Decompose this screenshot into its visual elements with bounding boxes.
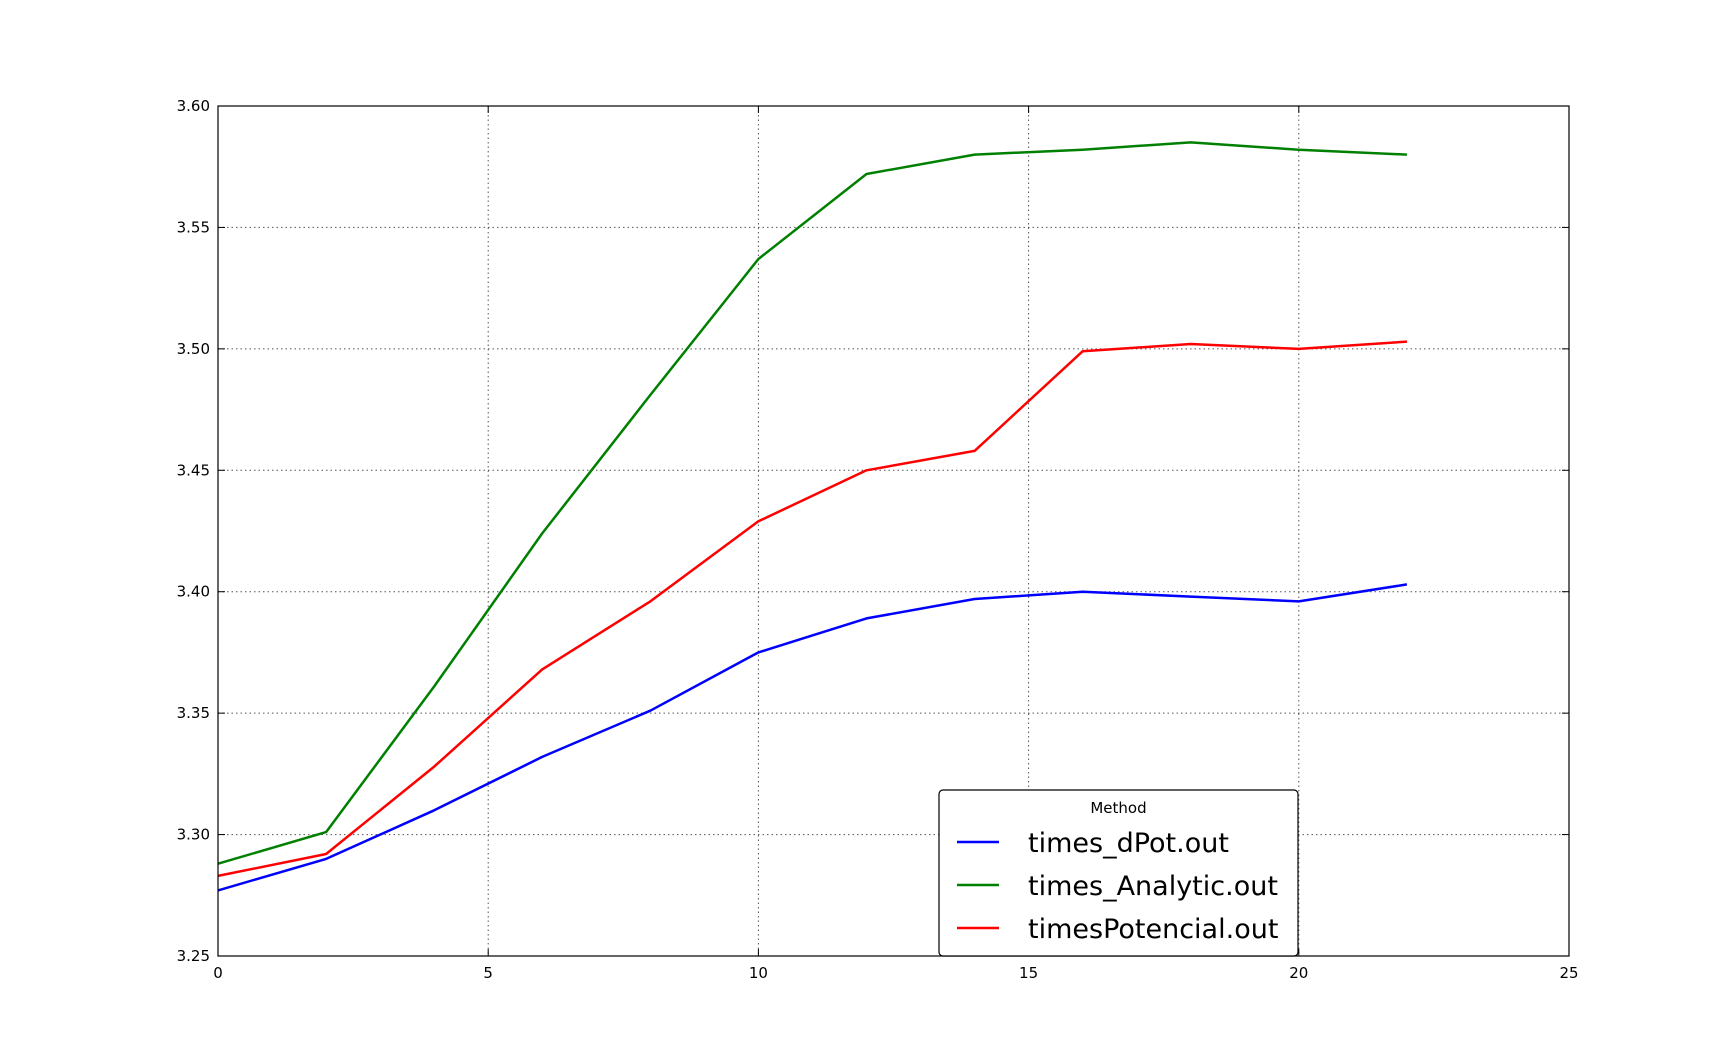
legend-title: Method xyxy=(1090,799,1146,817)
grid-lines xyxy=(218,106,1569,956)
x-tick-label: 20 xyxy=(1289,964,1308,982)
plot-area-frame xyxy=(217,105,1570,957)
y-tick-label: 3.40 xyxy=(177,583,210,601)
axis-ticks: 0 5 10 15 20 25 3.25 3.30 3.35 3.40 3.45 3.50 3.55 3.… xyxy=(177,97,1579,982)
series-line-timespotencial-out xyxy=(217,340,1407,878)
legend: Method times_dPot.outtimes_Analytic.outt… xyxy=(938,789,1299,957)
y-tick-label: 3.35 xyxy=(177,704,210,722)
y-tick-label: 3.60 xyxy=(177,97,210,115)
x-tick-label: 5 xyxy=(483,964,493,982)
y-tick-label: 3.55 xyxy=(177,218,210,236)
series-line-times-analytic-out xyxy=(217,141,1407,865)
legend-box xyxy=(938,789,1299,957)
series-lines xyxy=(217,141,1408,892)
legend-label: timesPotencial.out xyxy=(1028,914,1278,945)
legend-label: times_dPot.out xyxy=(1028,828,1229,859)
series-line-times-dpot-out xyxy=(217,583,1408,892)
legend-label: times_Analytic.out xyxy=(1028,871,1278,902)
legend-items: times_dPot.out times_Analytic.out timesPot… xyxy=(957,828,1278,945)
y-tick-label: 3.30 xyxy=(177,826,210,844)
x-tick-label: 0 xyxy=(213,964,223,982)
y-tick-label: 3.25 xyxy=(177,947,210,965)
x-tick-label: 15 xyxy=(1019,964,1038,982)
x-tick-label: 25 xyxy=(1559,964,1578,982)
x-tick-label: 10 xyxy=(749,964,768,982)
y-tick-label: 3.45 xyxy=(177,461,210,479)
y-tick-label: 3.50 xyxy=(177,340,210,358)
